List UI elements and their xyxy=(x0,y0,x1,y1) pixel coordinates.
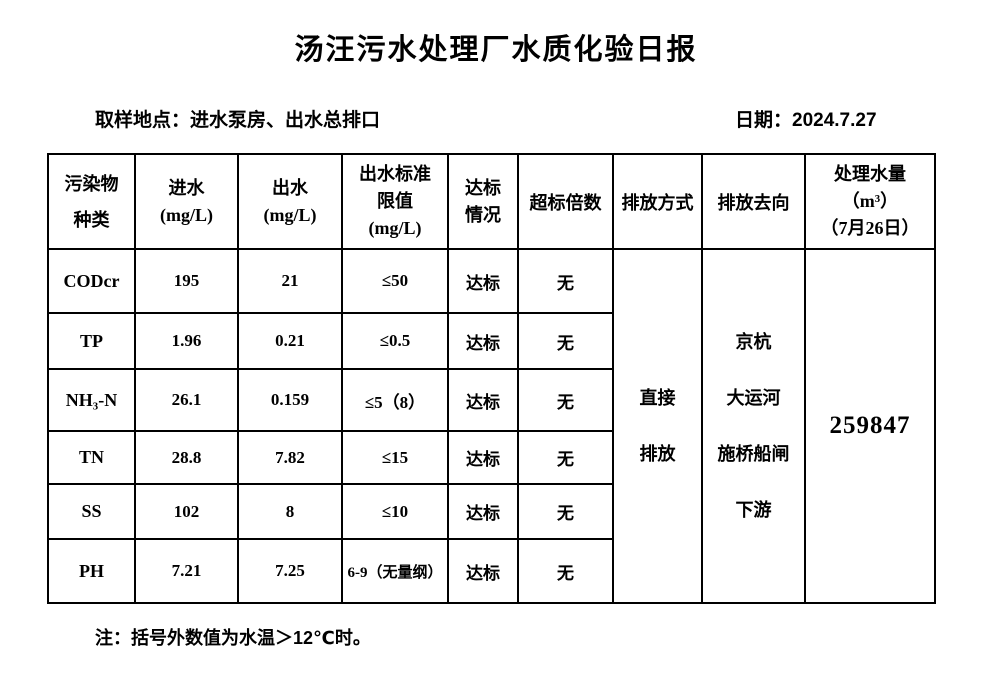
cell-exceed: 无 xyxy=(517,483,614,540)
cell-effluent: 21 xyxy=(237,248,343,314)
discharge-mode-line: 排放 xyxy=(639,444,676,464)
cell-limit: ≤10 xyxy=(341,483,449,540)
col-header-limit-line: 出水标准 xyxy=(359,164,431,184)
cell-pollutant: CODcr xyxy=(47,248,136,314)
cell-discharge-mode: 直接 排放 xyxy=(612,248,703,604)
col-header-effluent-line: (mg/L) xyxy=(263,204,317,225)
table-row: NH₃-N 26.1 0.159 ≤5（8） 达标 无 xyxy=(47,368,935,432)
discharge-destination-line: 下游 xyxy=(735,500,772,520)
cell-limit: ≤5（8） xyxy=(341,368,449,432)
cell-discharge-destination: 京杭 大运河 施桥船闸 下游 xyxy=(701,248,806,604)
col-header-compliance: 达标 情况 xyxy=(447,153,519,250)
cell-pollutant: TP xyxy=(47,312,136,370)
table-header-row: 污染物 种类 进水 (mg/L) 出水 (mg/L) 出水标准 限值 (mg/L… xyxy=(47,153,936,250)
col-header-pollutant-line: 种类 xyxy=(73,209,110,230)
report-table: 污染物 种类 进水 (mg/L) 出水 (mg/L) 出水标准 限值 (mg/L… xyxy=(47,153,936,604)
cell-compliance: 达标 xyxy=(447,430,519,485)
cell-effluent: 7.25 xyxy=(237,538,343,604)
col-header-influent-line: (mg/L) xyxy=(160,204,213,225)
cell-compliance: 达标 xyxy=(447,248,519,314)
cell-exceed: 无 xyxy=(517,312,614,370)
col-header-effluent: 出水 (mg/L) xyxy=(237,153,343,250)
cell-limit: ≤0.5 xyxy=(341,312,449,370)
col-header-limit-line: (mg/L) xyxy=(368,218,422,238)
col-header-discharge-destination: 排放去向 xyxy=(701,153,806,250)
col-header-compliance-line: 情况 xyxy=(465,204,501,225)
cell-compliance: 达标 xyxy=(447,538,519,604)
col-header-influent: 进水 (mg/L) xyxy=(134,153,239,250)
sampling-location-label: 取样地点：进水泵房、出水总排口 xyxy=(95,110,381,131)
cell-limit: ≤15 xyxy=(341,430,449,485)
col-header-treated-volume: 处理水量 （m³） （7月26日） xyxy=(804,153,936,250)
table-row: SS 102 8 ≤10 达标 无 xyxy=(47,483,935,540)
cell-exceed: 无 xyxy=(517,368,614,432)
cell-exceed: 无 xyxy=(517,430,614,485)
cell-compliance: 达标 xyxy=(447,368,519,432)
cell-effluent: 0.159 xyxy=(237,368,343,432)
col-header-discharge-mode: 排放方式 xyxy=(612,153,703,250)
cell-exceed: 无 xyxy=(517,538,614,604)
discharge-destination-line: 京杭 xyxy=(735,332,772,352)
cell-influent: 28.8 xyxy=(134,430,239,485)
cell-effluent: 8 xyxy=(237,483,343,540)
cell-pollutant: NH₃-N xyxy=(47,368,136,432)
cell-pollutant: SS xyxy=(47,483,136,540)
cell-exceed: 无 xyxy=(517,248,614,314)
col-header-limit-line: 限值 xyxy=(377,191,413,211)
cell-influent: 195 xyxy=(134,248,239,314)
col-header-effluent-line: 出水 xyxy=(272,177,308,198)
table-row: PH 7.21 7.25 6-9（无量纲） 达标 无 xyxy=(47,538,935,604)
col-header-treated-volume-line: （7月26日） xyxy=(820,218,920,238)
col-header-treated-volume-line: 处理水量 xyxy=(834,164,906,184)
cell-effluent: 7.82 xyxy=(237,430,343,485)
cell-influent: 1.96 xyxy=(134,312,239,370)
cell-pollutant: PH xyxy=(47,538,136,604)
table-row: TN 28.8 7.82 ≤15 达标 无 xyxy=(47,430,935,485)
cell-influent: 7.21 xyxy=(134,538,239,604)
cell-compliance: 达标 xyxy=(447,312,519,370)
col-header-limit: 出水标准 限值 (mg/L) xyxy=(341,153,449,250)
discharge-destination-line: 施桥船闸 xyxy=(717,444,790,464)
table-row: CODcr 195 21 ≤50 达标 无 直接 排放 京杭 大运河 施桥船闸 … xyxy=(47,248,936,604)
cell-compliance: 达标 xyxy=(447,483,519,540)
discharge-destination-line: 大运河 xyxy=(726,388,781,408)
page-title: 汤汪污水处理厂水质化验日报 xyxy=(294,34,698,66)
cell-treated-volume: 259847 xyxy=(804,248,936,604)
col-header-pollutant-line: 污染物 xyxy=(64,173,119,194)
col-header-compliance-line: 达标 xyxy=(465,177,501,198)
meta-row: 取样地点：进水泵房、出水总排口 日期：2024.7.27 xyxy=(0,105,992,133)
cell-pollutant: TN xyxy=(47,430,136,485)
table-row: TP 1.96 0.21 ≤0.5 达标 无 xyxy=(47,312,935,370)
col-header-exceed-ratio: 超标倍数 xyxy=(517,153,614,250)
cell-influent: 102 xyxy=(134,483,239,540)
col-header-pollutant: 污染物 种类 xyxy=(47,153,136,250)
cell-limit: ≤50 xyxy=(341,248,449,314)
col-header-influent-line: 进水 xyxy=(168,177,205,198)
cell-limit: 6-9（无量纲） xyxy=(341,538,449,604)
date-label: 日期：2024.7.27 xyxy=(735,110,877,131)
cell-influent: 26.1 xyxy=(134,368,239,432)
note-text: 注：括号外数值为水温＞12℃时。 xyxy=(95,628,371,648)
col-header-treated-volume-line: （m³） xyxy=(841,191,899,211)
cell-effluent: 0.21 xyxy=(237,312,343,370)
discharge-mode-line: 直接 xyxy=(639,388,676,408)
